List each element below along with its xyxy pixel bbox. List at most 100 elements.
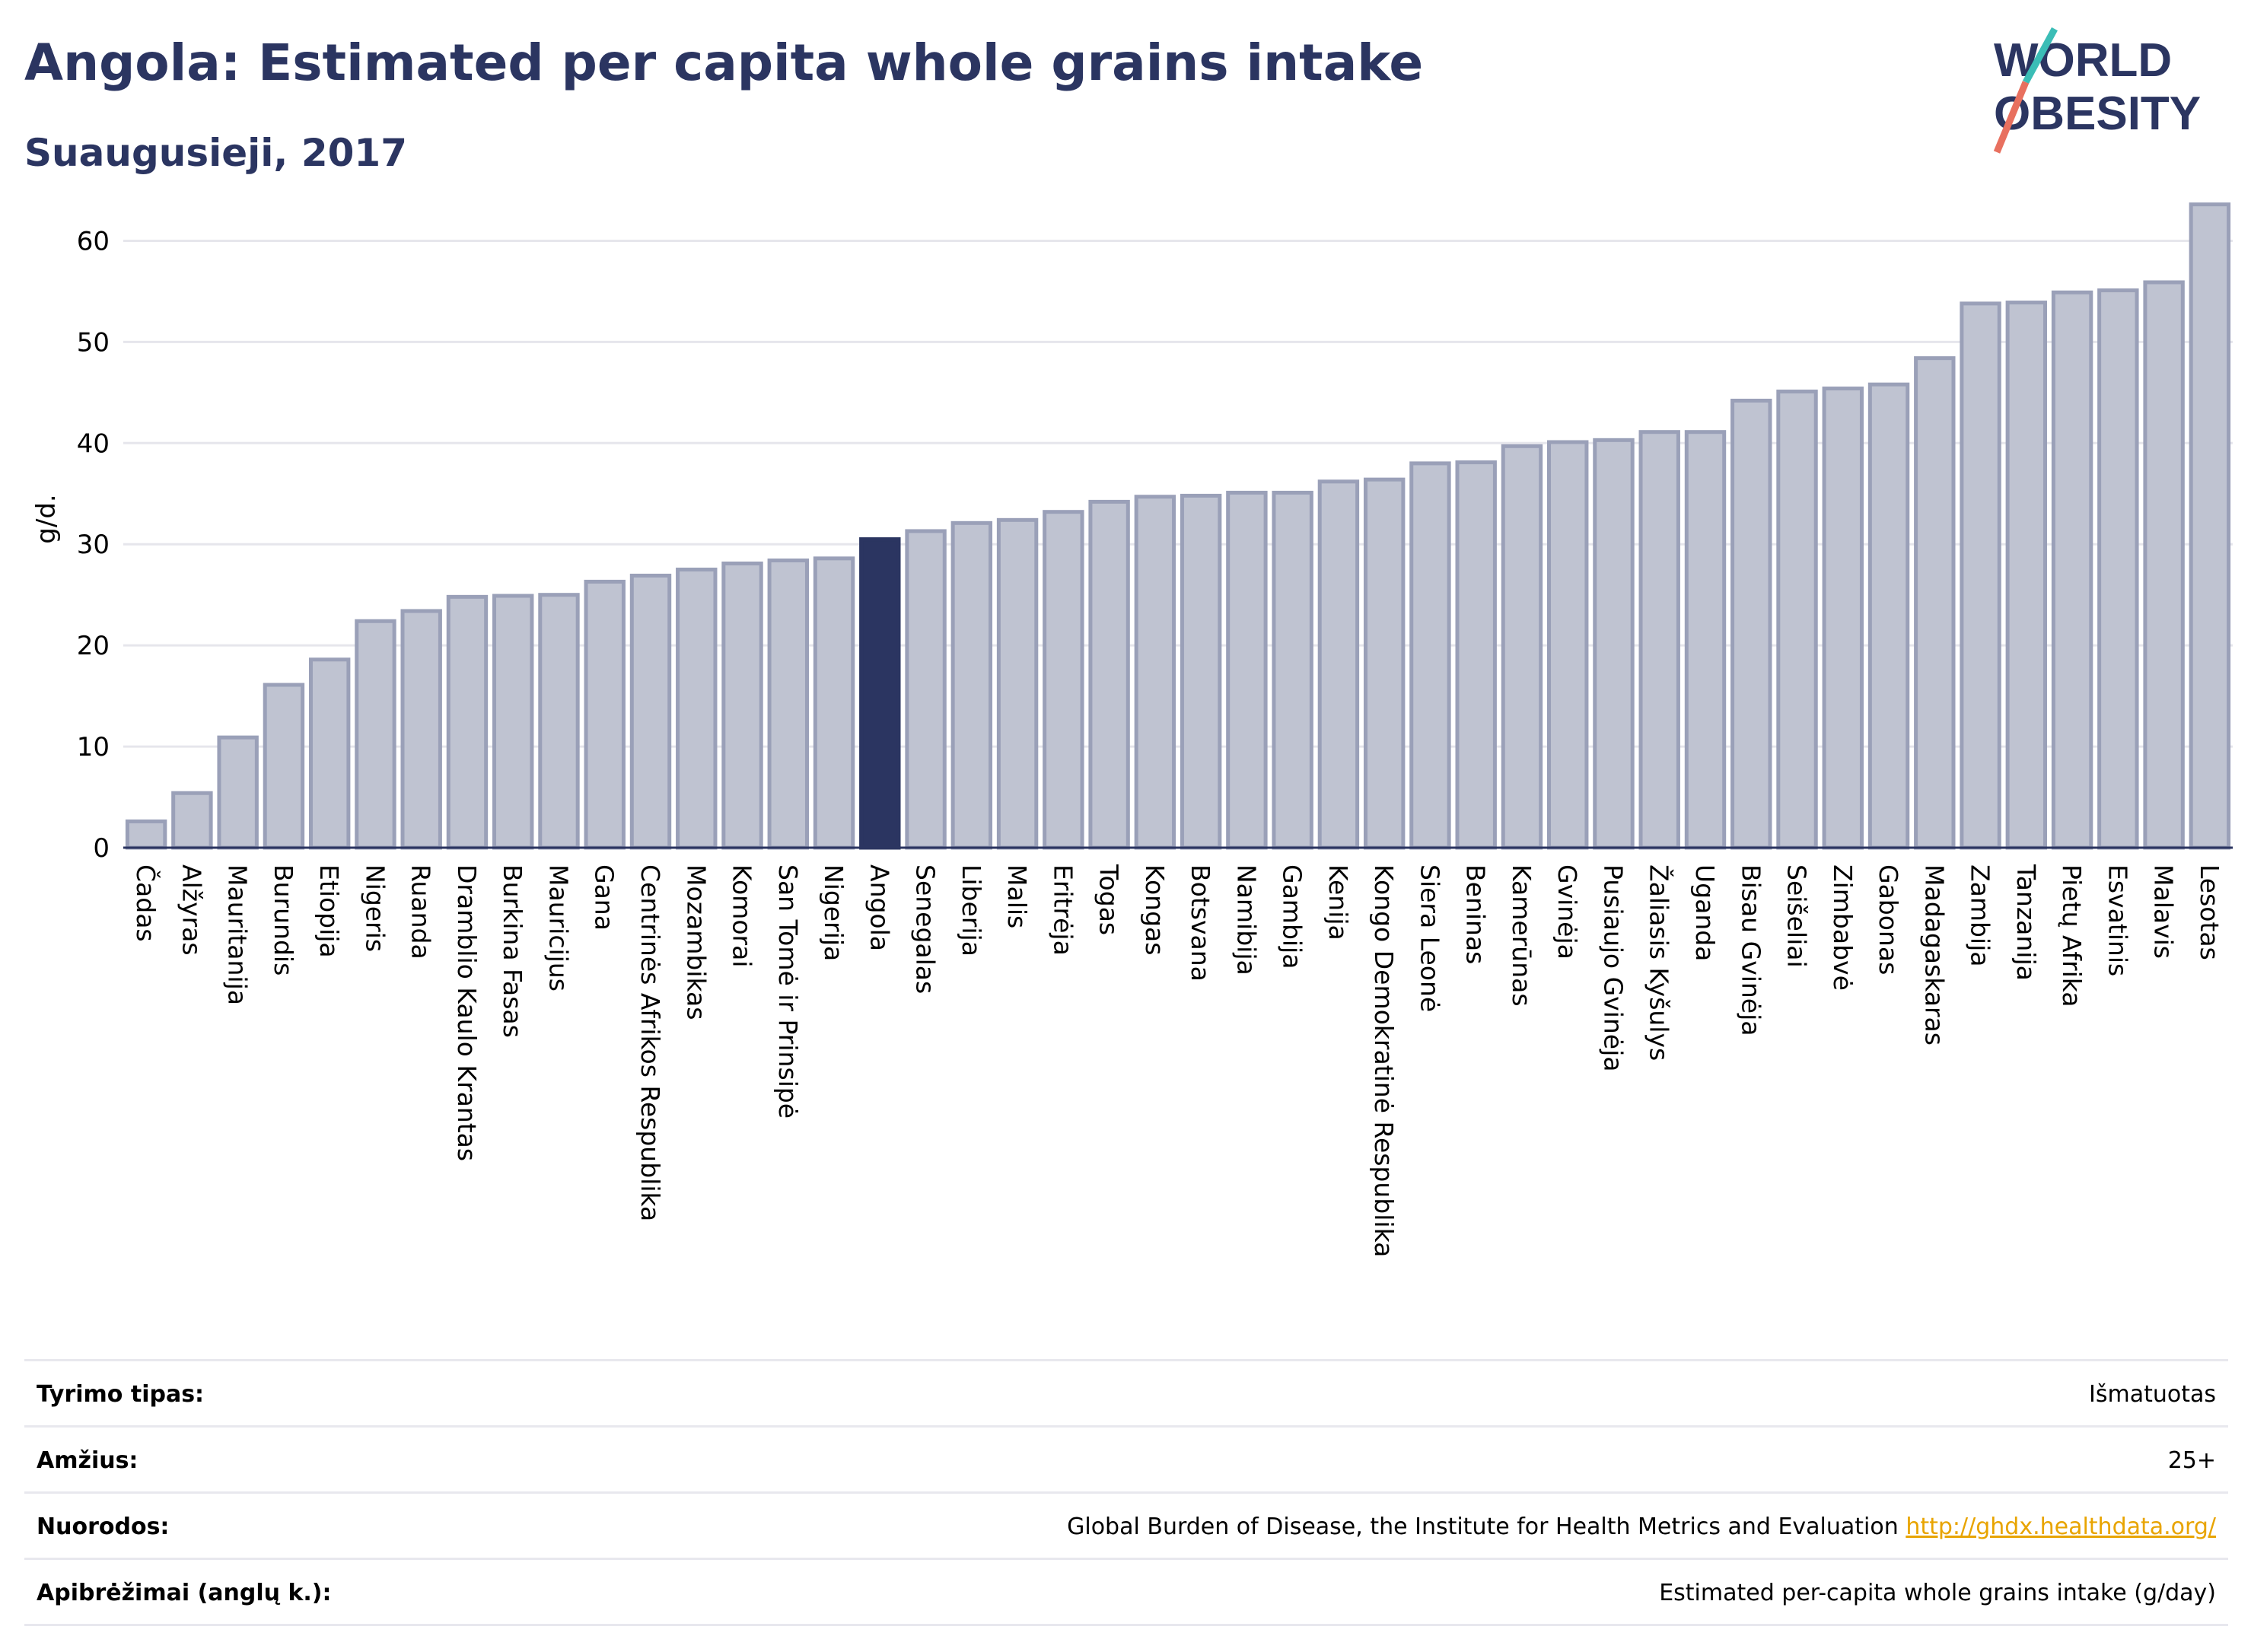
info-row-references: Nuorodos: Global Burden of Disease, the … <box>24 1491 2228 1558</box>
x-tick-label: Mauritanija <box>223 864 253 1005</box>
x-tick-label: Mauricijus <box>543 864 573 992</box>
bar-35 <box>1730 398 1772 850</box>
y-tick-label: 60 <box>77 226 110 256</box>
x-tick-label: Nigeris <box>360 864 390 952</box>
logo-slash-red <box>1993 81 2030 154</box>
x-tick-label: Nigerija <box>819 864 849 961</box>
x-tick-label: Ruanda <box>406 864 436 960</box>
info-table: Tyrimo tipas: Išmatuotas Amžius: 25+ Nuo… <box>24 1359 2228 1626</box>
info-row-survey-type: Tyrimo tipas: Išmatuotas <box>24 1359 2228 1425</box>
x-tick-label: Kongas <box>1140 864 1170 955</box>
bar-40 <box>1960 301 2001 850</box>
x-tick-label: Kongo Demokratinė Respublika <box>1369 864 1399 1257</box>
source-link[interactable]: http://ghdx.healthdata.org/ <box>1906 1514 2216 1540</box>
x-tick-label: Žaliasis Kyšulys <box>1644 864 1675 1061</box>
info-row-age: Amžius: 25+ <box>24 1425 2228 1491</box>
x-tick-label: Burundis <box>269 864 298 976</box>
x-tick-label: Namibija <box>1231 864 1261 976</box>
y-tick-label: 40 <box>77 428 110 459</box>
bar-15 <box>813 556 855 850</box>
y-tick-label: 10 <box>77 732 110 762</box>
x-tick-label: Siera Leonė <box>1415 864 1444 1012</box>
bar-8 <box>492 594 534 850</box>
x-tick-label: Etiopija <box>314 864 344 958</box>
bar-17 <box>905 529 947 850</box>
info-label: Apibrėžimai (anglų k.): <box>37 1580 332 1606</box>
bar-41 <box>2005 301 2048 850</box>
bar-21 <box>1088 499 1130 850</box>
x-tick-label: Gvinėja <box>1552 864 1582 960</box>
x-tick-label: Gabonas <box>1874 864 1903 975</box>
info-value: 25+ <box>2167 1447 2216 1474</box>
x-tick-label: Burkina Fasas <box>498 864 527 1038</box>
bar-26 <box>1317 479 1360 850</box>
bar-2 <box>217 735 259 850</box>
x-tick-label: Zambija <box>1966 864 1995 966</box>
world-obesity-logo: WORLD OBESITY <box>1993 27 2201 154</box>
bar-22 <box>1134 495 1176 850</box>
bar-6 <box>400 609 442 850</box>
bar-30 <box>1501 444 1543 850</box>
info-value: Išmatuotas <box>2089 1381 2216 1408</box>
bar-7 <box>446 594 489 850</box>
bar-18 <box>950 520 993 850</box>
logo-line1: WORLD <box>1994 34 2172 87</box>
logo-line2: OBESITY <box>1994 88 2201 140</box>
bar-20 <box>1043 510 1084 850</box>
page-subtitle: Suaugusieji, 2017 <box>24 131 407 175</box>
bar-14 <box>767 558 809 850</box>
bar-25 <box>1272 490 1313 850</box>
bar-45 <box>2189 202 2231 850</box>
bar-16 <box>859 537 901 850</box>
x-tick-label: Gambija <box>1278 864 1307 969</box>
y-axis-label: g/d. <box>31 494 62 543</box>
x-tick-label: Uganda <box>1690 864 1720 961</box>
x-tick-label: Botsvana <box>1186 864 1215 982</box>
y-axis-ticks: 0 10 20 30 40 50 60 <box>77 226 110 864</box>
bar-44 <box>2143 280 2185 850</box>
x-tick-label: Komorai <box>728 864 757 967</box>
info-value: Estimated per-capita whole grains intake… <box>1659 1580 2216 1606</box>
y-tick-label: 30 <box>77 530 110 560</box>
x-tick-label: Lesotas <box>2195 864 2224 960</box>
x-tick-label: Eritrėja <box>1048 864 1078 956</box>
x-tick-label: Kamerūnas <box>1507 864 1536 1007</box>
x-tick-label: Dramblio Kaulo Krantas <box>452 864 482 1161</box>
x-tick-label: Zimbabvė <box>1828 864 1858 991</box>
x-tick-label: Beninas <box>1461 864 1491 964</box>
x-tick-label: Centrinės Afrikos Respublika <box>635 864 665 1221</box>
bar-31 <box>1547 440 1589 850</box>
y-tick-label: 50 <box>77 327 110 358</box>
x-tick-label: Čadas <box>131 864 161 942</box>
x-tick-label: Esvatinis <box>2103 864 2132 976</box>
bar-3 <box>263 683 305 850</box>
x-tick-label: Alžyras <box>177 864 206 956</box>
bar-38 <box>1867 382 1910 850</box>
x-tick-label: Angola <box>864 864 894 951</box>
x-tick-label: San Tomė ir Prinsipė <box>773 864 803 1119</box>
y-tick-label: 0 <box>93 833 110 864</box>
bar-32 <box>1593 438 1635 850</box>
x-tick-label: Gana <box>590 864 619 931</box>
bar-36 <box>1776 390 1818 850</box>
bar-9 <box>538 593 580 850</box>
bar-37 <box>1822 387 1864 850</box>
info-value: Global Burden of Disease, the Institute … <box>1067 1514 1899 1540</box>
bar-chart: 0 10 20 30 40 50 60 Čadas Alžyras Mauritanija Bur… <box>31 202 2233 1257</box>
bar-11 <box>629 573 672 850</box>
logo-slash-teal <box>2023 27 2058 84</box>
bar-19 <box>996 517 1039 850</box>
bar-5 <box>355 619 396 850</box>
bar-4 <box>308 657 351 850</box>
x-tick-label: Liberija <box>957 864 986 957</box>
info-label: Amžius: <box>37 1447 138 1474</box>
x-tick-label: Tanzanija <box>2011 864 2041 981</box>
page-title: Angola: Estimated per capita whole grain… <box>24 33 1424 92</box>
info-label: Tyrimo tipas: <box>37 1381 205 1408</box>
bar-34 <box>1684 430 1727 850</box>
x-tick-label: Pusiaujo Gvinėja <box>1598 864 1628 1071</box>
x-tick-label: Malis <box>1002 864 1032 928</box>
bar-24 <box>1226 490 1268 850</box>
bar-42 <box>2051 290 2093 850</box>
x-tick-label: Bisau Gvinėja <box>1736 864 1765 1036</box>
